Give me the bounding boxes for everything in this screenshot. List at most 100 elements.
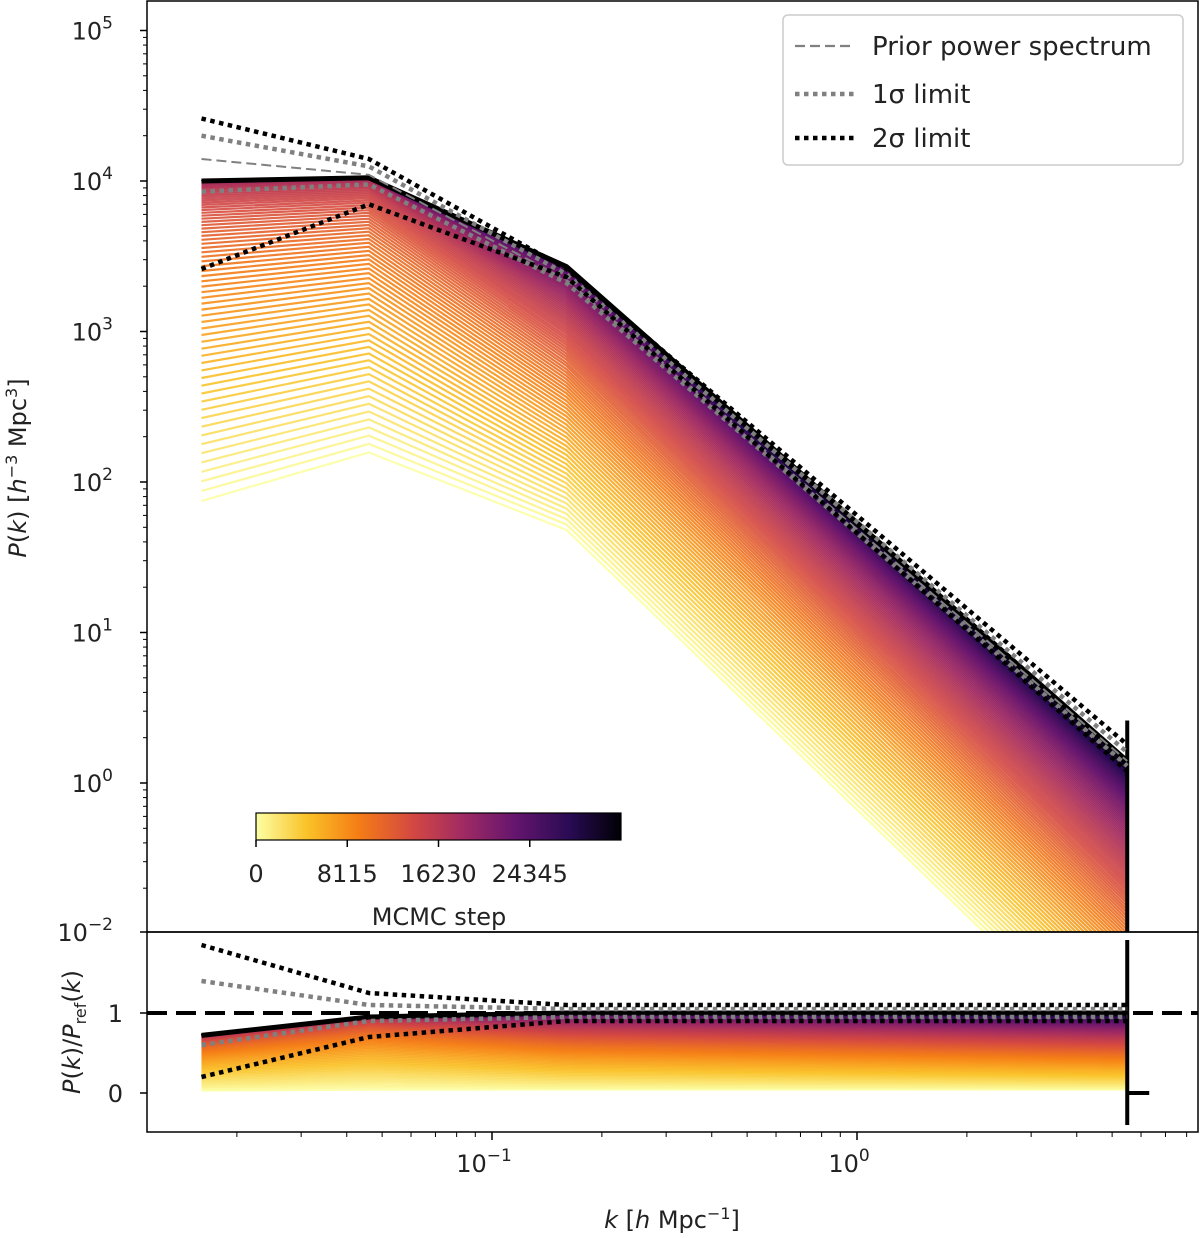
mcmc-sample-curve [201, 189, 1128, 872]
mcmc-sample-curve [201, 373, 1035, 932]
x-tick-label: 10−1 [456, 1146, 512, 1178]
final-sample-curve [201, 175, 1129, 763]
mcmc-sample-curve [201, 245, 1128, 932]
mcmc-sample-curve [201, 188, 1128, 870]
mcmc-ratio-curve [201, 1073, 1128, 1083]
mcmc-ratio-curve [201, 1047, 1128, 1067]
bottom-axes-frame [146, 931, 1199, 1133]
mcmc-sample-curve [201, 387, 1025, 932]
mcmc-sample-curve [201, 272, 1106, 932]
mcmc-ratio-curve [201, 1060, 1128, 1075]
bottom-panel-mcmc-samples [201, 940, 1150, 1125]
mcmc-sample-curve [201, 345, 1053, 932]
top-y-tick-label: 104 [72, 164, 113, 196]
x-axis-label: k [h Mpc−1] [604, 1204, 740, 1234]
mcmc-ratio-curve [201, 1058, 1128, 1074]
mcmc-sample-curve [201, 314, 1074, 932]
top-y-tick-label: 103 [72, 315, 113, 347]
mcmc-sample-curve [201, 297, 1086, 932]
mcmc-sample-curve [201, 237, 1128, 928]
mcmc-sample-curve [201, 276, 1102, 932]
top-y-tick-label: 101 [72, 616, 113, 648]
bottom-panel-reference-lines [147, 942, 1198, 1080]
mcmc-ratio-curve [201, 1088, 1128, 1092]
mcmc-ratio-curve [201, 1052, 1128, 1070]
mcmc-sample-curve [201, 195, 1128, 881]
mcmc-ratio-curve [201, 1071, 1128, 1082]
mcmc-sample-curve [201, 199, 1128, 886]
mcmc-ratio-curve [201, 1067, 1128, 1080]
top-y-tick-label: 105 [72, 14, 113, 46]
top-panel-mcmc-samples [201, 175, 1130, 932]
legend-label-2sigma: 2σ limit [872, 124, 970, 154]
mcmc-ratio-curve [201, 1065, 1128, 1079]
legend-label-prior: Prior power spectrum [872, 32, 1152, 62]
mcmc-ratio-curve [201, 1079, 1128, 1086]
mcmc-sample-curve [201, 303, 1082, 932]
mcmc-ratio-curve [201, 1055, 1128, 1072]
mcmc-ratio-curve [201, 1086, 1128, 1090]
mcmc-ratio-curve [201, 1064, 1128, 1078]
sigma1-upper-line [201, 133, 1129, 755]
bottom-y-axis-label: P(k)/Pref(k) [58, 970, 90, 1094]
mcmc-sample-curve [201, 339, 1057, 932]
colorbar: 0 8115 16230 24345 MCMC step [248, 812, 622, 931]
mcmc-sample-curve [201, 197, 1128, 884]
mcmc-sample-curve [201, 186, 1128, 867]
mcmc-sample-curve [201, 227, 1128, 918]
legend-label-1sigma: 1σ limit [872, 80, 970, 110]
mcmc-sample-curve [201, 253, 1121, 932]
mcmc-ratio-curve [201, 1084, 1128, 1089]
colorbar-ticks: 0 8115 16230 24345 [248, 840, 568, 888]
mcmc-sample-curve [201, 281, 1098, 932]
ratio-sigma2-upper-line [200, 942, 1128, 1008]
mcmc-sample-curve [201, 191, 1128, 875]
legend-box [782, 14, 1184, 166]
bottom-y-ticks: 01 [108, 1000, 147, 1108]
mcmc-sample-curve [201, 217, 1128, 908]
x-tick-label: 100 [828, 1146, 869, 1178]
top-y-tick-label: 102 [72, 465, 113, 497]
mcmc-sample-curve [201, 326, 1066, 932]
mcmc-sample-curve [201, 308, 1078, 932]
x-ticks: 10−1 100 [236, 1132, 1188, 1178]
mcmc-sample-curve [201, 320, 1070, 932]
mcmc-sample-curve [201, 451, 986, 932]
mcmc-sample-curve [201, 352, 1048, 932]
colorbar-tick-label: 16230 [400, 860, 476, 888]
mcmc-sample-curve [201, 258, 1117, 932]
mcmc-sample-curve [201, 223, 1128, 914]
sigma1-lower-line [201, 182, 1129, 768]
mcmc-sample-curve [201, 241, 1128, 931]
mcmc-sample-curve [201, 262, 1113, 932]
mcmc-sample-curve [201, 442, 991, 932]
sigma2-upper-line [200, 116, 1129, 747]
mcmc-ratio-curve [201, 1069, 1128, 1081]
mcmc-sample-curve [201, 249, 1124, 932]
mcmc-sample-curve [201, 214, 1128, 905]
mcmc-ratio-curve [201, 1075, 1128, 1084]
mcmc-sample-curve [201, 209, 1128, 898]
top-y-tick-label: 100 [72, 766, 113, 798]
mcmc-sample-curve [201, 332, 1061, 932]
mcmc-sample-curve [201, 426, 1001, 932]
mcmc-ratio-curve [201, 1062, 1128, 1076]
mcmc-sample-curve [201, 292, 1090, 932]
mcmc-sample-curve [201, 287, 1094, 932]
mcmc-sample-curve [201, 418, 1006, 932]
mcmc-sample-curve [201, 359, 1044, 932]
mcmc-ratio-curve [201, 1081, 1128, 1088]
top-y-tick-label: 10−2 [57, 915, 113, 947]
bottom-y-tick-label: 1 [108, 1000, 123, 1028]
prior-power-spectrum-line [201, 158, 1128, 762]
mcmc-sample-curve [201, 366, 1039, 932]
mcmc-sample-curve [201, 402, 1016, 932]
mcmc-sample-curve [201, 220, 1128, 911]
colorbar-tick-label: 24345 [492, 860, 568, 888]
mcmc-sample-curve [201, 211, 1128, 902]
ratio-sigma2-lower-line [200, 1018, 1128, 1080]
mcmc-sample-curve [201, 434, 996, 932]
mcmc-sample-curve [201, 234, 1128, 924]
legend: Prior power spectrum 1σ limit 2σ limit [782, 14, 1184, 166]
